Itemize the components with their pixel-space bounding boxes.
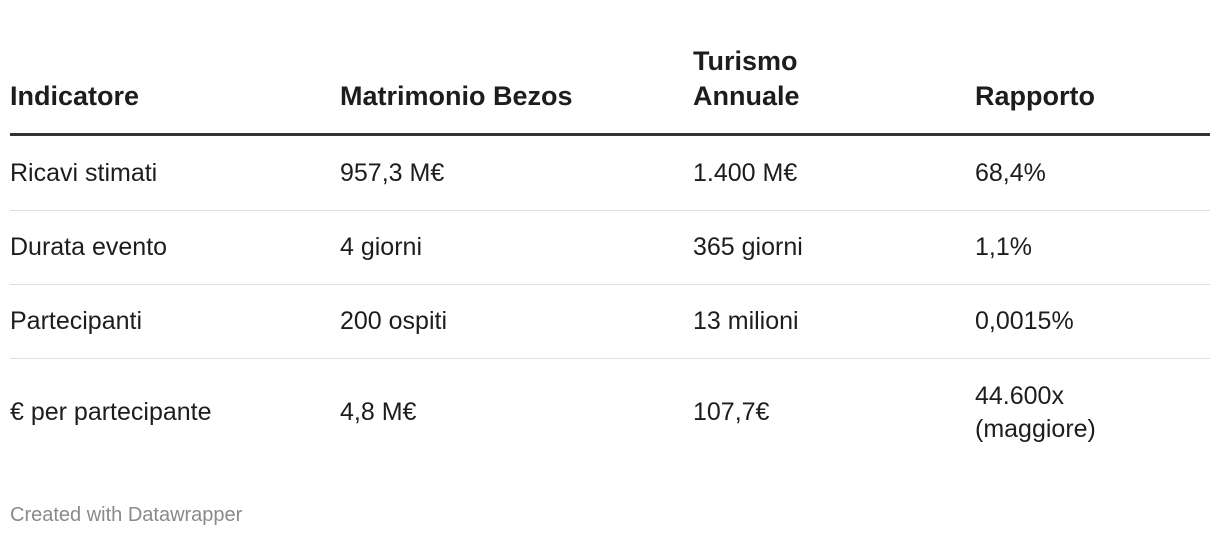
table-cell-cell: Partecipanti [10, 285, 340, 358]
row-divider [10, 210, 1210, 211]
column-header: Matrimonio Bezos [340, 81, 573, 112]
table-cell: 1,1% [975, 233, 1032, 262]
column-header-cell: Rapporto [975, 0, 1210, 133]
header-rule [10, 133, 1210, 136]
row-divider [10, 284, 1210, 285]
table-cell: Durata evento [10, 233, 168, 262]
table-cell-cell: 13 milioni [693, 285, 975, 358]
table-cell: 957,3 M€ [340, 159, 445, 188]
table-cell: 1.400 M€ [693, 159, 798, 188]
table-cell-cell: 4 giorni [340, 211, 693, 284]
table-cell-cell: 365 giorni [693, 211, 975, 284]
table-cell-cell: 4,8 M€ [340, 359, 693, 466]
table-cell: 4,8 M€ [340, 398, 417, 427]
row-divider [10, 358, 1210, 359]
table-cell-cell: 957,3 M€ [340, 137, 693, 210]
column-header-cell: Indicatore [10, 0, 340, 133]
table-cell-cell: Durata evento [10, 211, 340, 284]
column-header: Turismo Annuale [693, 45, 800, 112]
table-cell: Partecipanti [10, 307, 143, 336]
table-cell: € per partecipante [10, 398, 212, 427]
column-header: Indicatore [10, 81, 140, 112]
table-cell-cell: 107,7€ [693, 359, 975, 466]
table-cell: 107,7€ [693, 398, 770, 427]
table-cell-cell: 0,0015% [975, 285, 1210, 358]
table-cell: 0,0015% [975, 307, 1074, 336]
table-cell: Ricavi stimati [10, 159, 158, 188]
table-cell-cell: Ricavi stimati [10, 137, 340, 210]
table-cell: 200 ospiti [340, 307, 448, 336]
table-cell: 4 giorni [340, 233, 422, 262]
table-cell-cell: € per partecipante [10, 359, 340, 466]
column-header: Rapporto [975, 81, 1095, 112]
column-header-cell: Matrimonio Bezos [340, 0, 693, 133]
table-cell: 365 giorni [693, 233, 803, 262]
table-cell-cell: 68,4% [975, 137, 1210, 210]
table-cell-cell: 1,1% [975, 211, 1210, 284]
column-header-cell: Turismo Annuale [693, 0, 975, 133]
table-cell-cell: 1.400 M€ [693, 137, 975, 210]
table-cell-cell: 44.600x (maggiore) [975, 359, 1210, 466]
table-cell: 44.600x (maggiore) [975, 382, 1096, 443]
footer: Created with Datawrapper [10, 504, 243, 526]
table-cell-cell: 200 ospiti [340, 285, 693, 358]
table-cell: 68,4% [975, 159, 1046, 188]
table-cell: 13 milioni [693, 307, 799, 336]
